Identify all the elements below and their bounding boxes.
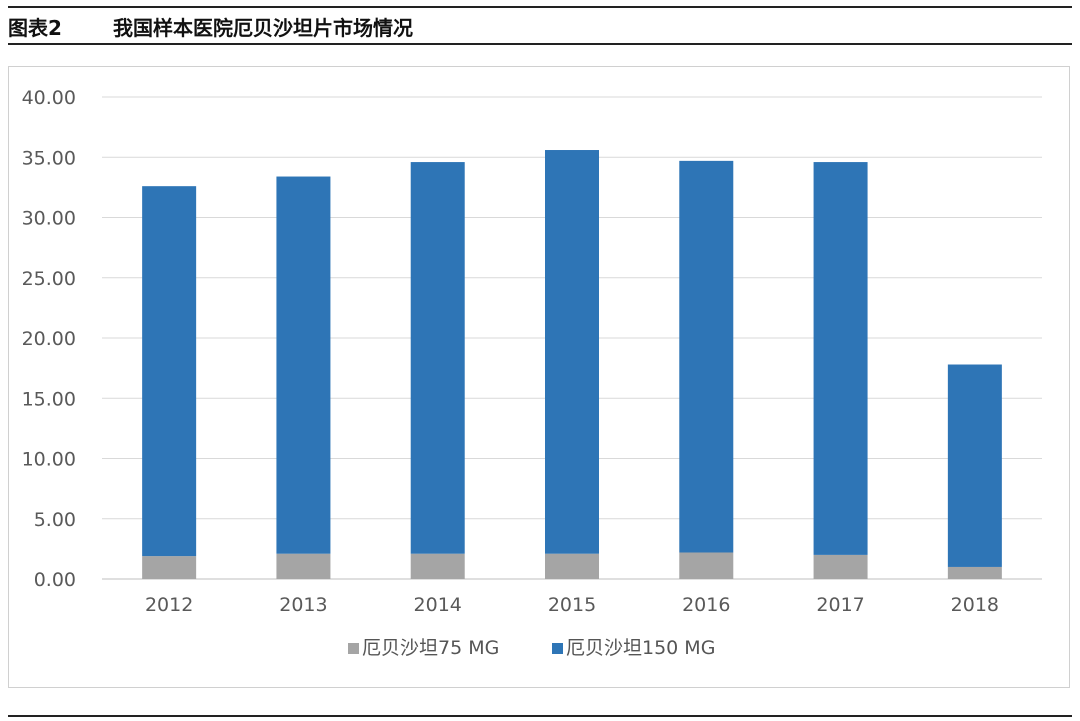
y-tick-label: 15.00 xyxy=(22,388,76,410)
y-tick-label: 40.00 xyxy=(22,87,76,109)
legend: 厄贝沙坦75 MG 厄贝沙坦150 MG xyxy=(348,637,715,659)
x-tick-label: 2016 xyxy=(682,594,730,616)
y-tick-label: 35.00 xyxy=(22,147,76,169)
x-tick-label: 2013 xyxy=(279,594,327,616)
bar-75mg xyxy=(813,554,868,579)
bar-150mg xyxy=(679,160,734,553)
bar-75mg xyxy=(947,566,1002,579)
bar-75mg xyxy=(679,552,734,579)
bar-75mg xyxy=(545,553,599,579)
bar-75mg xyxy=(276,553,331,579)
figure-number: 图表2 xyxy=(8,15,62,40)
y-axis-ticks: 0.00 5.00 10.00 15.00 20.00 25.00 30.00 35.00 40… xyxy=(22,87,76,591)
figure-title: 我国样本医院厄贝沙坦片市场情况 xyxy=(113,15,413,40)
x-tick-label: 2018 xyxy=(951,594,999,616)
bar-150mg xyxy=(142,186,197,557)
legend-swatch-150mg xyxy=(552,643,563,654)
chart-frame xyxy=(8,66,1070,688)
bar-150mg xyxy=(947,364,1002,567)
bar-150mg xyxy=(276,176,331,554)
x-tick-label: 2012 xyxy=(145,594,193,616)
x-tick-label: 2015 xyxy=(548,594,596,616)
bar-150mg xyxy=(813,162,868,555)
bottom-rule xyxy=(8,715,1072,717)
x-tick-label: 2017 xyxy=(816,594,864,616)
x-tick-label: 2014 xyxy=(414,594,462,616)
bar-75mg xyxy=(142,556,197,579)
bar-150mg xyxy=(410,162,465,554)
top-rule xyxy=(8,6,1072,8)
y-tick-label: 10.00 xyxy=(22,449,76,471)
y-tick-label: 5.00 xyxy=(34,509,76,531)
y-tick-label: 30.00 xyxy=(22,208,76,230)
header-rule xyxy=(8,43,1072,45)
bar-75mg xyxy=(410,553,465,579)
bar-150mg xyxy=(545,150,599,554)
x-axis-ticks: 2012 2013 2014 2015 2016 2017 2018 xyxy=(145,594,999,616)
y-tick-label: 0.00 xyxy=(34,569,76,591)
legend-label-75mg: 厄贝沙坦75 MG xyxy=(362,637,499,659)
legend-swatch-75mg xyxy=(348,643,359,654)
y-tick-label: 20.00 xyxy=(22,328,76,350)
y-tick-label: 25.00 xyxy=(22,268,76,290)
bars xyxy=(142,150,1002,579)
legend-label-150mg: 厄贝沙坦150 MG xyxy=(566,637,715,659)
figure-header: 图表2 我国样本医院厄贝沙坦片市场情况 xyxy=(8,10,1072,42)
